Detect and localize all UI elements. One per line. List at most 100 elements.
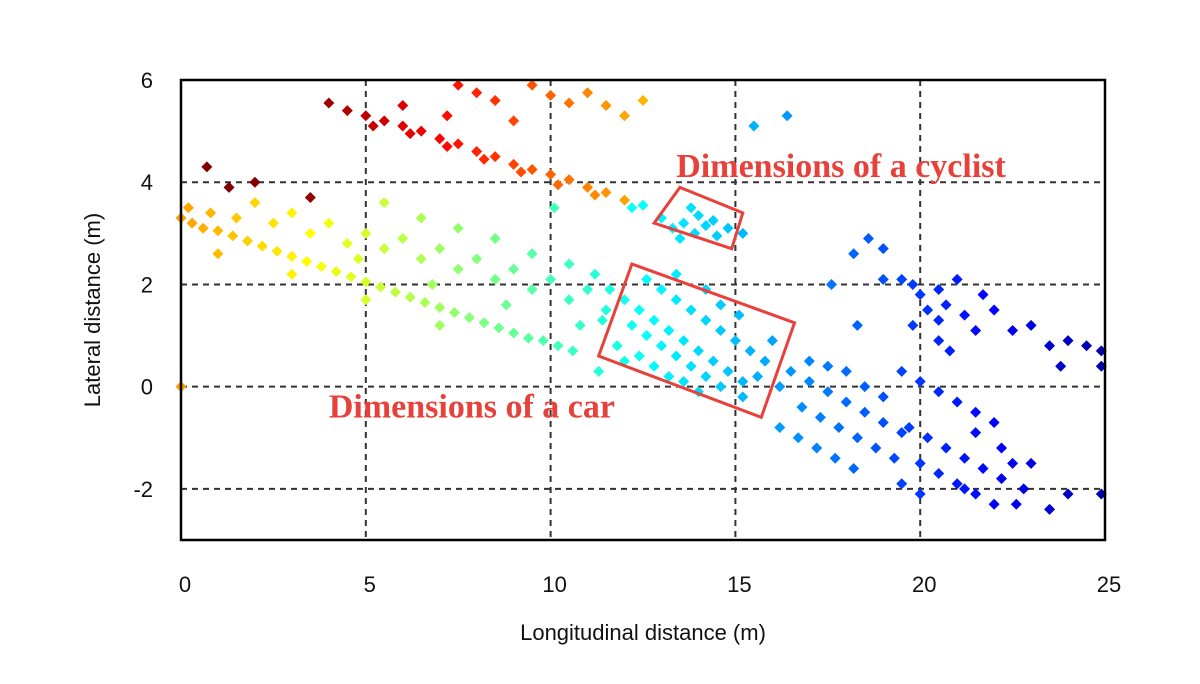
- data-point: [851, 319, 863, 331]
- data-point: [463, 312, 475, 324]
- data-point: [641, 330, 653, 342]
- data-point: [589, 189, 601, 201]
- x-tick-label: 20: [912, 572, 936, 597]
- data-point: [859, 381, 871, 393]
- data-points: [175, 79, 1107, 515]
- data-point: [604, 284, 616, 296]
- data-point: [1025, 457, 1037, 469]
- data-point: [212, 225, 224, 237]
- data-point: [478, 317, 490, 329]
- data-point: [637, 199, 649, 211]
- data-point: [360, 227, 372, 239]
- data-point: [419, 296, 431, 308]
- data-point: [434, 301, 446, 313]
- data-point: [1081, 340, 1093, 352]
- data-point: [367, 120, 379, 132]
- data-point: [959, 452, 971, 464]
- data-point: [489, 273, 501, 285]
- data-point: [685, 202, 697, 214]
- data-point: [415, 125, 427, 137]
- data-point: [286, 268, 298, 280]
- data-point: [896, 365, 908, 377]
- data-point: [825, 278, 837, 290]
- data-point: [862, 232, 874, 244]
- data-point: [648, 360, 660, 372]
- data-point: [360, 276, 372, 288]
- data-point: [648, 314, 660, 326]
- data-point: [903, 422, 915, 434]
- data-point: [626, 319, 638, 331]
- data-point: [1055, 360, 1067, 372]
- data-point: [663, 324, 675, 336]
- data-point: [323, 217, 335, 229]
- data-point: [563, 258, 575, 270]
- data-point: [637, 94, 649, 106]
- data-point: [471, 146, 483, 158]
- data-point: [914, 488, 926, 500]
- data-point: [896, 427, 908, 439]
- data-point: [781, 110, 793, 122]
- data-point: [670, 350, 682, 362]
- data-point: [633, 304, 645, 316]
- data-point: [522, 332, 534, 344]
- data-point: [242, 235, 254, 247]
- data-point: [785, 365, 797, 377]
- data-point: [593, 365, 605, 377]
- x-tick-label: 5: [364, 572, 376, 597]
- data-point: [678, 335, 690, 347]
- data-point: [996, 442, 1008, 454]
- data-point: [1007, 457, 1019, 469]
- x-axis-title: Longitudinal distance (m): [520, 620, 766, 645]
- data-point: [552, 179, 564, 191]
- data-point: [655, 340, 667, 352]
- data-point: [563, 97, 575, 109]
- data-point: [848, 248, 860, 260]
- data-point: [733, 309, 745, 321]
- data-point: [811, 442, 823, 454]
- y-axis-title: Lateral distance (m): [80, 213, 105, 407]
- data-point: [452, 79, 464, 91]
- data-point: [271, 245, 283, 257]
- annotation-label: Dimensions of a cyclist: [676, 148, 1006, 185]
- data-point: [633, 350, 645, 362]
- data-point: [186, 217, 198, 229]
- data-point: [582, 284, 594, 296]
- data-point: [489, 151, 501, 163]
- plot-frame: [179, 78, 1107, 542]
- data-point: [752, 370, 764, 382]
- data-point: [685, 304, 697, 316]
- data-point: [870, 442, 882, 454]
- data-point: [397, 120, 409, 132]
- data-point: [415, 253, 427, 265]
- data-point: [970, 406, 982, 418]
- data-point: [814, 411, 826, 423]
- data-point: [1044, 503, 1056, 515]
- data-point: [600, 186, 612, 198]
- data-point: [692, 345, 704, 357]
- data-point: [619, 110, 631, 122]
- data-point: [249, 176, 261, 188]
- data-point: [563, 294, 575, 306]
- data-point: [678, 217, 690, 229]
- data-point: [1007, 324, 1019, 336]
- data-point: [877, 273, 889, 285]
- x-tick-labels: 0 5 10 15 20 25: [179, 572, 1121, 597]
- data-point: [737, 391, 749, 403]
- data-point: [441, 110, 453, 122]
- x-tick-label: 25: [1097, 572, 1121, 597]
- data-point: [877, 243, 889, 255]
- data-point: [914, 457, 926, 469]
- data-point: [859, 406, 871, 418]
- data-point: [792, 432, 804, 444]
- data-point: [589, 268, 601, 280]
- data-point: [508, 263, 520, 275]
- data-point: [848, 462, 860, 474]
- x-tick-label: 10: [542, 572, 566, 597]
- data-point: [940, 442, 952, 454]
- y-tick-labels: -2 0 2 4 6: [133, 68, 153, 502]
- data-point: [933, 335, 945, 347]
- data-point: [227, 230, 239, 242]
- data-point: [545, 169, 557, 181]
- data-point: [970, 324, 982, 336]
- annotation-labels: Dimensions of a cyclist Dimensions of a c…: [329, 148, 1007, 425]
